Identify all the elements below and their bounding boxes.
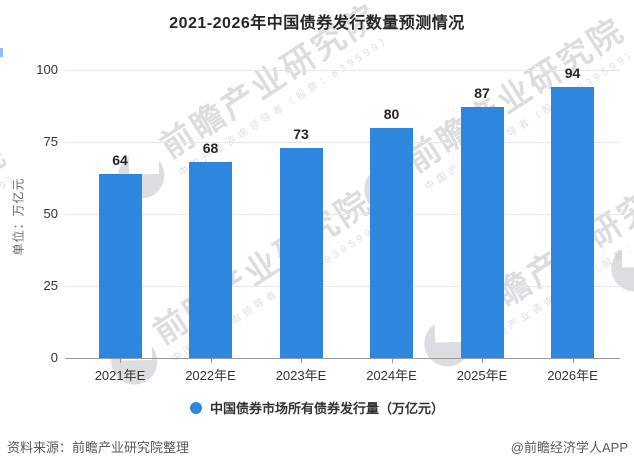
- gridline: [65, 70, 620, 71]
- x-axis-line: [65, 358, 620, 359]
- y-tick-label: 50: [43, 206, 58, 221]
- gridline: [65, 142, 620, 143]
- chart-title: 2021-2026年中国债券发行数量预测情况: [169, 15, 465, 32]
- x-tick-label: 2025年E: [456, 368, 508, 383]
- bar: [98, 173, 142, 358]
- bar-value-label: 87: [474, 85, 490, 102]
- bar: [189, 162, 232, 358]
- bar-value-label: 80: [383, 105, 400, 122]
- watermark-brand: 前瞻产业研究院: [146, 182, 379, 352]
- x-tick-label: 2021年E: [94, 368, 146, 383]
- legend: 中国债券市场所有债券发行量（万亿元）: [0, 398, 634, 417]
- y-tick-label: 0: [50, 350, 58, 365]
- x-axis-tick: [482, 358, 483, 363]
- bar-value-label: 64: [112, 151, 128, 168]
- bar-value-label: 68: [202, 140, 219, 157]
- source-note: 资料来源：前瞻产业研究院整理: [7, 440, 190, 455]
- x-tick-label: 2022年E: [185, 368, 236, 383]
- x-tick-label: 2024年E: [366, 368, 417, 383]
- legend-label: 中国债券市场所有债券发行量（万亿元）: [209, 401, 444, 416]
- x-axis-tick: [301, 358, 302, 363]
- y-tick-label: 75: [43, 134, 58, 149]
- y-tick-label: 25: [43, 278, 58, 293]
- bar: [370, 127, 413, 358]
- x-axis-tick: [210, 358, 212, 363]
- bar: [460, 107, 504, 358]
- watermark-brand: 前瞻产业研究院: [399, 10, 632, 180]
- credit-note: @前瞻经济学人APP: [510, 440, 628, 455]
- x-axis-tick: [120, 358, 121, 363]
- bar-value-label: 73: [293, 125, 309, 142]
- bar-value-label: 94: [564, 65, 581, 82]
- watermark-logo-icon: [602, 236, 634, 301]
- x-axis-tick: [391, 358, 393, 363]
- legend-marker-icon: [189, 401, 202, 414]
- gridline: [65, 214, 620, 215]
- bar: [279, 147, 323, 358]
- edge-artifact: [0, 48, 3, 57]
- bar: [551, 87, 594, 358]
- x-tick-label: 2023年E: [275, 368, 327, 383]
- x-tick-label: 2026年E: [547, 368, 598, 383]
- x-axis-tick: [572, 358, 574, 363]
- y-tick-label: 100: [36, 62, 58, 77]
- gridline: [65, 286, 620, 287]
